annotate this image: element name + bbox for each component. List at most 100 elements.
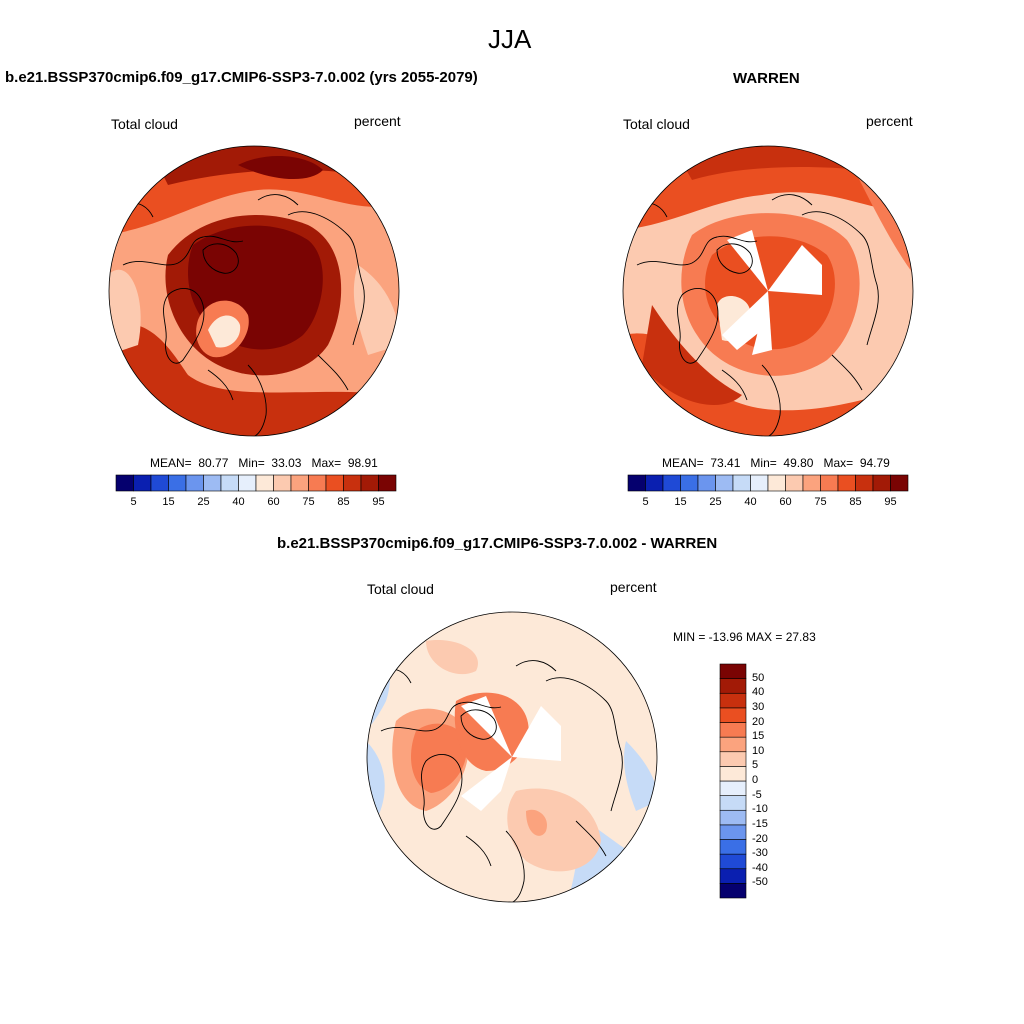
left-units-label: percent <box>354 113 401 129</box>
left-max-value: 98.91 <box>347 456 378 470</box>
coastline <box>515 660 557 672</box>
colorbar-box <box>837 474 856 492</box>
coastline <box>421 754 463 830</box>
right-min-value: 49.80 <box>783 456 814 470</box>
colorbar-box <box>719 692 747 709</box>
colorbar-box <box>719 868 747 884</box>
colorbar-box <box>855 474 874 492</box>
right-variable-label: Total cloud <box>623 116 690 132</box>
coastline <box>721 369 748 401</box>
colorbar-box <box>273 474 292 492</box>
diff-panel-title: b.e21.BSSP370cmip6.f09_g17.CMIP6-SSP3-7.… <box>277 535 718 552</box>
colorbar-box <box>719 795 747 811</box>
colorbar-box <box>750 474 769 492</box>
coastline <box>207 369 234 401</box>
colorbar-box <box>325 474 344 492</box>
coastline <box>465 835 492 867</box>
left-min-value: 33.03 <box>271 456 302 470</box>
contour-region <box>208 315 241 348</box>
colorbar-tick-label: 10 <box>752 744 765 757</box>
diff-polar-map <box>366 611 658 903</box>
missing-data-wedge <box>727 230 768 291</box>
contour-region <box>109 323 399 436</box>
coastline <box>247 364 267 436</box>
colorbar-box <box>360 474 379 492</box>
colorbar-box <box>719 707 747 723</box>
missing-data-wedge <box>752 291 772 355</box>
colorbar-box <box>185 474 204 492</box>
colorbar-box <box>767 474 786 492</box>
right-mean-value: 73.41 <box>710 456 741 470</box>
colorbar-box <box>719 722 747 738</box>
colorbar-tick-label: 15 <box>752 730 765 743</box>
coastline <box>317 354 349 391</box>
colorbar-box <box>680 474 699 492</box>
right-max-value: 94.79 <box>859 456 890 470</box>
right-colorbar <box>627 474 909 492</box>
colorbar-tick-label: 20 <box>752 715 765 728</box>
colorbar-box <box>785 474 804 492</box>
colorbar-box <box>732 474 751 492</box>
colorbar-box <box>343 474 362 492</box>
contour-region <box>616 612 657 671</box>
contour-region <box>624 741 657 811</box>
coastline <box>380 701 502 732</box>
colorbar-box <box>719 766 747 782</box>
colorbar-box <box>645 474 664 492</box>
colorbar-box <box>719 853 747 870</box>
coastline <box>716 243 753 274</box>
right-panel-title: WARREN <box>733 70 800 87</box>
coastline <box>545 677 623 812</box>
colorbar-tick-label: -40 <box>752 861 768 874</box>
coastline <box>771 194 813 206</box>
contour-region <box>238 155 323 180</box>
contour-region <box>642 305 742 405</box>
colorbar-box <box>719 780 747 796</box>
left-max-label: Max= <box>311 456 342 470</box>
coastline <box>831 354 863 391</box>
contour-region <box>109 269 141 355</box>
contour-region <box>411 723 467 793</box>
left-mean-label: MEAN= <box>150 456 192 470</box>
missing-data-wedge <box>461 757 512 811</box>
colorbar-tick-label: 60 <box>267 496 280 508</box>
colorbar-tick-label: 5 <box>752 759 759 772</box>
colorbar-tick-label: 75 <box>814 496 827 508</box>
colorbar-tick-label: -20 <box>752 832 768 845</box>
coastline <box>505 830 525 902</box>
colorbar-box <box>719 678 747 694</box>
colorbar-tick-label: 5 <box>130 496 137 508</box>
coastline <box>287 211 365 346</box>
colorbar-tick-label: -50 <box>752 876 768 889</box>
coastline <box>761 364 781 436</box>
colorbar-tick-label: -10 <box>752 803 768 816</box>
right-units-label: percent <box>866 113 913 129</box>
left-colorbar <box>115 474 397 492</box>
diff-variable-label: Total cloud <box>367 581 434 597</box>
coastline <box>677 288 719 364</box>
colorbar-box <box>820 474 839 492</box>
colorbar-tick-label: 25 <box>197 496 210 508</box>
colorbar-tick-label: 5 <box>642 496 649 508</box>
left-colorbar-ticks: 5 15 25 40 60 75 85 95 <box>116 496 396 512</box>
right-max-label: Max= <box>823 456 854 470</box>
colorbar-tick-label: 85 <box>337 496 350 508</box>
colorbar-box <box>150 474 169 492</box>
colorbar-box <box>220 474 239 492</box>
colorbar-box <box>168 474 187 492</box>
left-min-label: Min= <box>238 456 265 470</box>
colorbar-tick-label: 95 <box>372 496 385 508</box>
right-mean-label: MEAN= <box>662 456 704 470</box>
coastline <box>636 235 758 266</box>
colorbar-box <box>290 474 309 492</box>
colorbar-box <box>697 474 716 492</box>
left-mean-value: 80.77 <box>198 456 229 470</box>
map-boundary <box>108 145 400 437</box>
colorbar-box <box>662 474 681 492</box>
colorbar-tick-label: 30 <box>752 700 765 713</box>
colorbar-tick-label: 60 <box>779 496 792 508</box>
coastline <box>257 194 299 206</box>
diff-colorbar-ticks: -50 -40 -30 -20 -15 -10 -5 0 5 10 15 20 30 40 50 <box>752 664 792 898</box>
right-stats: MEAN= 73.41 Min= 49.80 Max= 94.79 <box>662 456 890 470</box>
colorbar-tick-label: 40 <box>752 686 765 699</box>
